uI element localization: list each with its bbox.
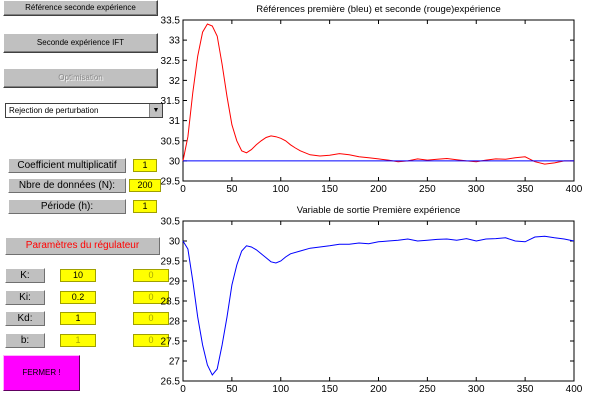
out-y-tick-label: 30 — [169, 237, 181, 248]
out-series-line-0 — [182, 235, 575, 376]
k-field-2[interactable]: 0 — [133, 269, 169, 282]
nbre-donnees-label: Nbre de données (N): — [8, 178, 126, 193]
ref-y-tick-label: 31 — [169, 116, 181, 127]
out-y-tick-label: 29 — [169, 277, 181, 288]
output-chart: Variable de sortie Première expérience 0 5… — [161, 205, 583, 395]
b-field[interactable]: 1 — [60, 334, 96, 347]
optimisation-button[interactable]: Optimisation — [3, 68, 158, 88]
regulateur-title: Paramètres du régulateur — [5, 237, 160, 255]
coefficient-label: Coefficient multiplicatif — [8, 158, 126, 173]
out-y-tick-label: 29.5 — [161, 257, 181, 268]
out-chart-title: Variable de sortie Première expérience — [297, 205, 461, 216]
out-y-tick-label: 27 — [169, 357, 181, 368]
nbre-donnees-field[interactable]: 200 — [129, 179, 161, 192]
out-x-tick-label: 250 — [419, 384, 436, 395]
k-label: K: — [5, 268, 45, 283]
ref-x-tick-label: 250 — [419, 184, 436, 195]
b-field-2[interactable]: 0 — [133, 334, 169, 347]
out-y-tick-label: 28 — [169, 317, 181, 328]
out-y-tick-label: 26.5 — [161, 377, 181, 388]
ref-chart-title: Références première (bleu) et seconde (r… — [256, 4, 501, 15]
periode-field[interactable]: 1 — [133, 200, 157, 213]
out-x-tick-label: 200 — [370, 384, 387, 395]
mode-dropdown[interactable]: Rejection de perturbation ▼ — [5, 103, 163, 118]
ref-plot-frame — [182, 19, 575, 182]
coefficient-field[interactable]: 1 — [133, 159, 157, 172]
ref-y-tick-label: 33 — [169, 36, 181, 47]
out-x-tick-label: 0 — [180, 384, 186, 395]
ref-x-tick-label: 400 — [566, 184, 583, 195]
ref-x-tick-label: 50 — [226, 184, 238, 195]
ref-x-tick-label: 150 — [321, 184, 338, 195]
out-x-tick-label: 300 — [468, 384, 485, 395]
out-x-tick-label: 400 — [566, 384, 583, 395]
out-plot-frame — [182, 220, 575, 382]
ref-y-tick-label: 32.5 — [161, 56, 181, 67]
ref-x-tick-label: 200 — [370, 184, 387, 195]
ref-y-tick-label: 30.5 — [161, 136, 181, 147]
ref-x-tick-label: 300 — [468, 184, 485, 195]
ref-x-tick-label: 0 — [180, 184, 186, 195]
periode-label: Période (h): — [8, 199, 126, 214]
ref-x-tick-label: 100 — [272, 184, 289, 195]
out-y-tick-label: 30.5 — [161, 217, 181, 228]
ref-y-tick-label: 31.5 — [161, 96, 181, 107]
reference-seconde-button[interactable]: Référence seconde expérience — [3, 0, 158, 16]
ki-field-2[interactable]: 0 — [133, 291, 169, 304]
out-x-tick-label: 150 — [321, 384, 338, 395]
ref-x-tick-label: 350 — [517, 184, 534, 195]
ki-label: Ki: — [5, 290, 45, 305]
b-label: b: — [5, 333, 45, 348]
kd-label: Kd: — [5, 311, 45, 326]
ref-y-tick-label: 32 — [169, 76, 181, 87]
kd-field[interactable]: 1 — [60, 312, 96, 325]
ref-series-line-0 — [182, 23, 574, 165]
ref-y-tick-label: 33.5 — [161, 16, 181, 27]
fermer-button[interactable]: FERMER ! — [3, 355, 80, 391]
out-x-tick-label: 350 — [517, 384, 534, 395]
ref-y-tick-label: 30 — [169, 156, 181, 167]
k-field[interactable]: 10 — [60, 269, 96, 282]
ref-y-tick-label: 29.5 — [161, 177, 181, 188]
out-y-tick-label: 27.5 — [161, 337, 181, 348]
out-x-tick-label: 50 — [226, 384, 238, 395]
out-x-tick-label: 100 — [272, 384, 289, 395]
reference-chart: Références première (bleu) et seconde (r… — [161, 4, 583, 195]
ki-field[interactable]: 0.2 — [60, 291, 96, 304]
chevron-down-icon[interactable]: ▼ — [149, 104, 162, 117]
kd-field-2[interactable]: 0 — [133, 312, 169, 325]
dropdown-value: Rejection de perturbation — [9, 106, 99, 115]
seconde-experience-ift-button[interactable]: Seconde expérience IFT — [3, 33, 158, 53]
out-y-tick-label: 28.5 — [161, 297, 181, 308]
